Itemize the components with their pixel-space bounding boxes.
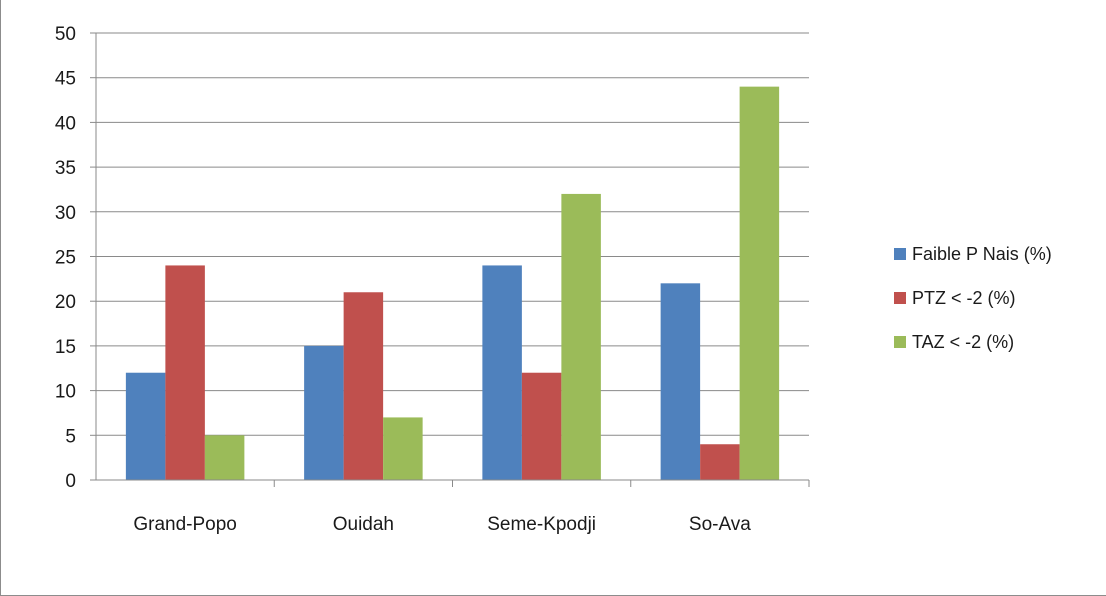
legend-label: TAZ < -2 (%): [912, 332, 1014, 352]
y-tick-label: 20: [55, 292, 76, 313]
y-tick-label: 5: [65, 426, 76, 447]
y-tick-label: 35: [55, 158, 76, 179]
y-tick-label: 45: [55, 69, 76, 90]
y-tick-labels: 0 5 10 15 20 25 30 35 40 45 50: [55, 24, 76, 492]
bar-2-grand-popo: [165, 265, 205, 480]
x-category-label: Ouidah: [333, 514, 394, 535]
bar-2-ouidah: [343, 292, 384, 480]
bar-1-ouidah: [304, 345, 344, 480]
bar-3-ouidah: [383, 417, 423, 480]
x-category-label: So-Ava: [689, 514, 751, 535]
y-tick-label: 30: [55, 203, 76, 224]
legend-label: Faible P Nais (%): [912, 244, 1052, 264]
y-tick-label: 15: [55, 337, 76, 358]
bar-3-grand-popo: [204, 435, 245, 480]
legend-swatch: [894, 248, 906, 260]
bar-1-so-ava: [660, 283, 701, 480]
y-tick-label: 50: [55, 24, 76, 45]
x-category-labels: Grand-Popo Ouidah Seme-Kpodji So-Ava: [133, 514, 751, 535]
gridlines: [96, 32, 809, 436]
axes: [90, 32, 810, 487]
legend-swatch: [894, 292, 906, 304]
legend: Faible P Nais (%) PTZ < -2 (%) TAZ < -2 (%…: [894, 244, 1052, 352]
bar-1-seme-kpodji: [482, 265, 522, 480]
y-tick-label: 0: [65, 471, 76, 492]
y-tick-label: 25: [55, 248, 76, 269]
bars: [125, 86, 780, 481]
bar-3-so-ava: [739, 86, 780, 480]
legend-swatch: [894, 336, 906, 348]
y-tick-label: 10: [55, 382, 76, 403]
y-tick-label: 40: [55, 113, 76, 134]
x-category-label: Seme-Kpodji: [487, 514, 596, 535]
bar-3-seme-kpodji: [561, 193, 601, 481]
bar-2-seme-kpodji: [521, 372, 562, 480]
bar-1-grand-popo: [125, 372, 166, 480]
x-category-label: Grand-Popo: [133, 514, 237, 535]
bar-2-so-ava: [700, 444, 740, 480]
legend-label: PTZ < -2 (%): [912, 288, 1016, 308]
